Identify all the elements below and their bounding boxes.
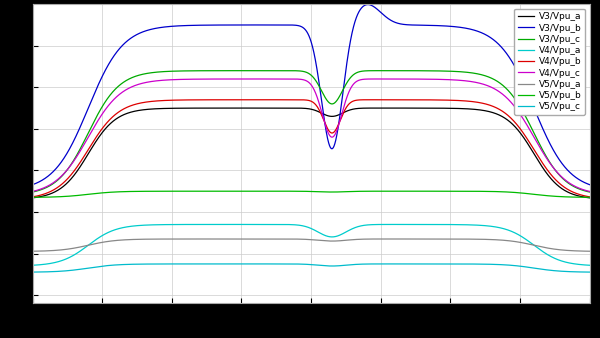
V4/Vpu_a	[359, 224, 366, 228]
V5/Vpu_a	[29, 249, 36, 253]
V4/Vpu_c	[57, 175, 64, 179]
V3/Vpu_c	[230, 69, 238, 73]
V4/Vpu_b	[230, 98, 238, 102]
V3/Vpu_b	[57, 161, 64, 165]
V4/Vpu_a	[442, 222, 449, 226]
V4/Vpu_c	[383, 77, 390, 81]
V5/Vpu_c	[29, 270, 36, 274]
V4/Vpu_b	[383, 98, 390, 102]
V3/Vpu_c	[275, 69, 282, 73]
V4/Vpu_b	[586, 195, 593, 199]
V5/Vpu_a	[259, 237, 266, 241]
V3/Vpu_c	[57, 175, 64, 179]
V4/Vpu_b	[57, 183, 64, 187]
V4/Vpu_c	[586, 189, 593, 193]
V4/Vpu_c	[359, 77, 366, 81]
V5/Vpu_b	[359, 189, 366, 193]
V3/Vpu_c	[586, 190, 593, 194]
V4/Vpu_c	[442, 77, 449, 81]
V5/Vpu_a	[359, 237, 366, 241]
V3/Vpu_a	[359, 106, 366, 110]
V5/Vpu_a	[442, 237, 449, 241]
Line: V3/Vpu_a: V3/Vpu_a	[32, 108, 590, 198]
V5/Vpu_b	[29, 195, 36, 199]
V3/Vpu_b	[586, 183, 593, 187]
Line: V3/Vpu_b: V3/Vpu_b	[32, 5, 590, 185]
V3/Vpu_c	[383, 69, 390, 73]
V4/Vpu_c	[230, 77, 238, 81]
V3/Vpu_a	[275, 106, 282, 110]
V4/Vpu_c	[278, 77, 286, 81]
V4/Vpu_b	[472, 100, 479, 104]
V3/Vpu_a	[442, 106, 449, 110]
V4/Vpu_a	[230, 222, 238, 226]
Line: V5/Vpu_c: V5/Vpu_c	[32, 264, 590, 272]
V5/Vpu_c	[442, 262, 449, 266]
V4/Vpu_a	[258, 222, 265, 226]
V3/Vpu_c	[472, 71, 479, 75]
V4/Vpu_c	[29, 189, 36, 193]
V3/Vpu_b	[472, 28, 479, 32]
Line: V4/Vpu_b: V4/Vpu_b	[32, 100, 590, 197]
X-axis label: t(s): t(s)	[302, 324, 320, 334]
V3/Vpu_a	[57, 187, 64, 191]
V3/Vpu_c	[442, 69, 449, 73]
V5/Vpu_a	[383, 237, 390, 241]
V3/Vpu_b	[442, 24, 449, 28]
V5/Vpu_c	[258, 262, 265, 266]
V4/Vpu_b	[359, 98, 366, 102]
V3/Vpu_b	[364, 3, 371, 7]
V5/Vpu_a	[230, 237, 238, 241]
Line: V3/Vpu_c: V3/Vpu_c	[32, 71, 590, 192]
Line: V5/Vpu_a: V5/Vpu_a	[32, 239, 590, 251]
V5/Vpu_b	[383, 189, 390, 193]
V3/Vpu_c	[359, 69, 366, 73]
V5/Vpu_c	[230, 262, 238, 266]
V3/Vpu_a	[29, 196, 36, 200]
V4/Vpu_b	[442, 98, 449, 102]
V4/Vpu_b	[284, 98, 291, 102]
V3/Vpu_b	[230, 23, 238, 27]
V4/Vpu_a	[383, 222, 390, 226]
V5/Vpu_c	[383, 262, 390, 266]
V5/Vpu_b	[57, 195, 64, 199]
Legend: V3/Vpu_a, V3/Vpu_b, V3/Vpu_c, V4/Vpu_a, V4/Vpu_b, V4/Vpu_c, V5/Vpu_a, V5/Vpu_b, : V3/Vpu_a, V3/Vpu_b, V3/Vpu_c, V4/Vpu_a, …	[514, 9, 585, 115]
V5/Vpu_b	[230, 189, 238, 193]
Line: V4/Vpu_c: V4/Vpu_c	[32, 79, 590, 191]
V4/Vpu_b	[29, 195, 36, 199]
V3/Vpu_b	[29, 183, 36, 187]
V3/Vpu_c	[29, 190, 36, 194]
V3/Vpu_a	[383, 106, 390, 110]
V3/Vpu_b	[359, 5, 366, 9]
V4/Vpu_a	[57, 259, 64, 263]
V5/Vpu_c	[359, 262, 366, 266]
V5/Vpu_a	[472, 237, 479, 241]
V5/Vpu_c	[57, 269, 64, 273]
V3/Vpu_b	[383, 15, 390, 19]
V5/Vpu_b	[442, 189, 449, 193]
V4/Vpu_a	[29, 263, 36, 267]
V3/Vpu_a	[472, 107, 479, 112]
V5/Vpu_a	[586, 249, 593, 253]
V5/Vpu_c	[586, 270, 593, 274]
V4/Vpu_c	[472, 80, 479, 84]
V5/Vpu_c	[472, 262, 479, 266]
V5/Vpu_b	[260, 189, 267, 193]
V5/Vpu_a	[57, 248, 64, 252]
V5/Vpu_b	[472, 189, 479, 193]
V3/Vpu_a	[586, 196, 593, 200]
Line: V4/Vpu_a: V4/Vpu_a	[32, 224, 590, 265]
V4/Vpu_a	[586, 263, 593, 267]
V5/Vpu_b	[586, 195, 593, 199]
Line: V5/Vpu_b: V5/Vpu_b	[32, 191, 590, 197]
V3/Vpu_a	[230, 106, 238, 110]
V4/Vpu_a	[472, 223, 479, 227]
